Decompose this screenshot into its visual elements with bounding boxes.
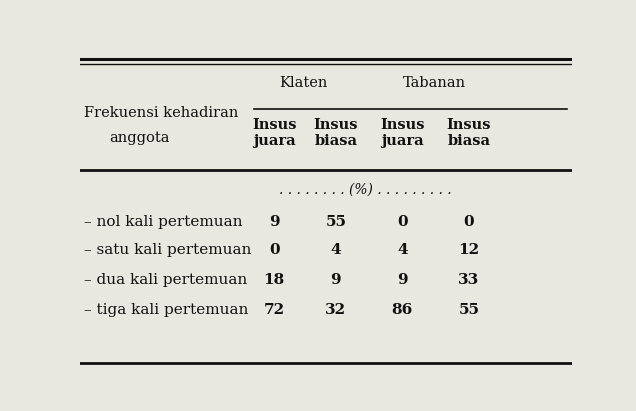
Text: Insus: Insus — [252, 118, 296, 132]
Text: 4: 4 — [397, 243, 408, 257]
Text: Klaten: Klaten — [280, 76, 328, 90]
Text: 9: 9 — [269, 215, 279, 229]
Text: biasa: biasa — [447, 134, 490, 148]
Text: – nol kali pertemuan: – nol kali pertemuan — [85, 215, 243, 229]
Text: 4: 4 — [331, 243, 341, 257]
Text: 55: 55 — [325, 215, 347, 229]
Text: Insus: Insus — [446, 118, 491, 132]
Text: 33: 33 — [459, 273, 480, 287]
Text: 32: 32 — [325, 303, 347, 317]
Text: 0: 0 — [269, 243, 279, 257]
Text: 0: 0 — [464, 215, 474, 229]
Text: Insus: Insus — [380, 118, 425, 132]
Text: 9: 9 — [331, 273, 341, 287]
Text: Frekuensi kehadiran: Frekuensi kehadiran — [85, 106, 238, 120]
Text: 9: 9 — [397, 273, 408, 287]
Text: 12: 12 — [459, 243, 480, 257]
Text: – dua kali pertemuan: – dua kali pertemuan — [85, 273, 247, 287]
Text: juara: juara — [253, 134, 296, 148]
Text: Tabanan: Tabanan — [403, 76, 466, 90]
Text: 18: 18 — [263, 273, 285, 287]
Text: . . . . . . . . (%) . . . . . . . . .: . . . . . . . . (%) . . . . . . . . . — [279, 183, 452, 197]
Text: 72: 72 — [264, 303, 285, 317]
Text: biasa: biasa — [314, 134, 357, 148]
Text: – tiga kali pertemuan: – tiga kali pertemuan — [85, 303, 249, 317]
Text: 0: 0 — [397, 215, 408, 229]
Text: 55: 55 — [459, 303, 480, 317]
Text: – satu kali pertemuan: – satu kali pertemuan — [85, 243, 252, 257]
Text: Insus: Insus — [314, 118, 358, 132]
Text: 86: 86 — [392, 303, 413, 317]
Text: juara: juara — [381, 134, 424, 148]
Text: anggota: anggota — [109, 131, 170, 145]
